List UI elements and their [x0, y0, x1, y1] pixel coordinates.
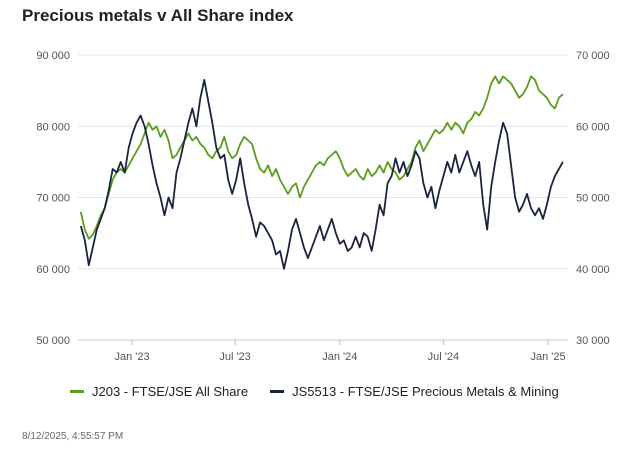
legend-swatch — [70, 390, 84, 393]
y-axis-left: 50 000 60 000 70 000 80 000 90 000 — [36, 50, 70, 347]
y-right-tick-label: 50 000 — [576, 193, 610, 205]
y-right-tick-label: 30 000 — [576, 335, 610, 347]
y-axis-right: 30 000 40 000 50 000 60 000 70 000 — [576, 50, 610, 347]
legend-label: J203 - FTSE/JSE All Share — [92, 384, 249, 399]
grid-lines — [78, 54, 568, 341]
x-tick-label: Jan '24 — [322, 351, 357, 363]
x-axis: Jan '23 Jul '23 Jan '24 Jul '24 Jan '25 — [78, 339, 568, 363]
legend-label: JS5513 - FTSE/JSE Precious Metals & Mini… — [292, 384, 559, 399]
y-left-tick-label: 80 000 — [36, 121, 70, 133]
series-line-all-share — [79, 75, 564, 240]
y-left-tick-label: 70 000 — [36, 193, 70, 205]
chart-title: Precious metals v All Share index — [22, 6, 294, 25]
legend-item-precious-metals[interactable]: JS5513 - FTSE/JSE Precious Metals & Mini… — [270, 384, 559, 399]
x-tick-label: Jan '23 — [114, 351, 149, 363]
chart-legend: J203 - FTSE/JSE All Share JS5513 - FTSE/… — [70, 384, 559, 399]
legend-item-all-share[interactable]: J203 - FTSE/JSE All Share — [70, 384, 248, 399]
y-left-tick-label: 90 000 — [36, 50, 70, 62]
chart-plot: 50 000 60 000 70 000 80 000 90 000 30 000 40 … — [36, 50, 610, 363]
timestamp: 8/12/2025, 4:55:57 PM — [22, 431, 124, 442]
x-tick-label: Jan '25 — [531, 351, 566, 363]
legend-swatch — [270, 390, 285, 393]
y-right-tick-label: 40 000 — [576, 264, 610, 276]
x-tick-label: Jul '24 — [428, 351, 459, 363]
y-right-tick-label: 70 000 — [576, 50, 610, 62]
series-line-precious-metals — [79, 79, 564, 270]
x-tick-label: Jul '23 — [219, 351, 250, 363]
y-left-tick-label: 50 000 — [36, 335, 70, 347]
series-lines — [79, 75, 564, 270]
y-right-tick-label: 60 000 — [576, 121, 610, 133]
y-left-tick-label: 60 000 — [36, 264, 70, 276]
